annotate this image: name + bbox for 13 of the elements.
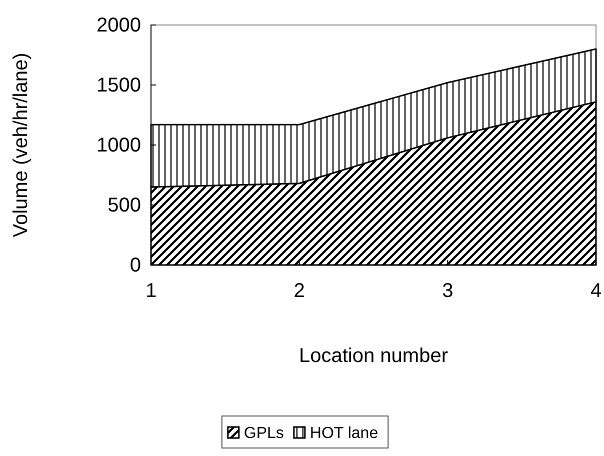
legend-label: HOT lane: [310, 425, 378, 442]
x-axis-title: Location number: [299, 345, 448, 367]
y-tick-label: 1000: [96, 134, 141, 156]
y-axis-title: Volume (veh/hr/lane): [10, 52, 32, 238]
x-tick-label: 1: [145, 280, 157, 302]
legend-label: GPLs: [244, 425, 284, 442]
y-tick-label: 2000: [96, 14, 141, 36]
y-tick-label: 500: [108, 194, 141, 216]
y-tick-label: 1500: [96, 74, 141, 96]
x-tick-label: 2: [294, 280, 305, 302]
x-tick-label: 3: [442, 280, 454, 302]
x-tick-label: 4: [590, 280, 602, 302]
y-tick-label: 0: [130, 254, 141, 276]
